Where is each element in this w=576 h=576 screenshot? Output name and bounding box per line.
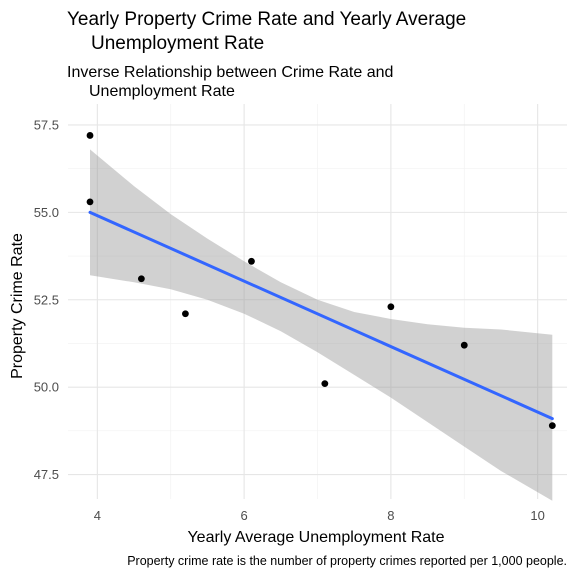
trend-line xyxy=(88,210,554,421)
y-axis-ticks: 47.5 50.0 52.5 55.0 57.5 xyxy=(34,117,59,482)
data-points xyxy=(86,132,556,429)
data-point xyxy=(137,275,145,283)
x-axis-title: Yearly Average Unemployment Rate xyxy=(187,529,444,546)
x-tick-label: 8 xyxy=(387,508,394,523)
confidence-band xyxy=(90,149,553,501)
chart-subtitle-line-2: Unemployment Rate xyxy=(89,83,235,100)
chart-subtitle-line-1: Inverse Relationship between Crime Rate … xyxy=(67,64,393,81)
data-point xyxy=(460,341,468,349)
y-axis-title: Property Crime Rate xyxy=(9,233,26,379)
chart-title-line-2: Unemployment Rate xyxy=(91,33,264,54)
y-tick-label: 50.0 xyxy=(34,380,59,395)
y-tick-label: 57.5 xyxy=(34,117,59,132)
y-tick-label: 47.5 xyxy=(34,467,59,482)
x-tick-label: 4 xyxy=(94,508,101,523)
y-tick-label: 52.5 xyxy=(34,292,59,307)
data-point xyxy=(321,380,329,388)
data-point xyxy=(248,257,255,265)
data-point xyxy=(86,132,94,139)
chart-title-line-1: Yearly Property Crime Rate and Yearly Av… xyxy=(67,9,466,30)
x-tick-label: 6 xyxy=(241,508,248,523)
chart-caption: Property crime rate is the number of pro… xyxy=(127,554,567,568)
data-point xyxy=(548,422,556,429)
y-tick-label: 55.0 xyxy=(34,205,59,220)
data-point xyxy=(387,303,395,311)
x-tick-label: 10 xyxy=(530,508,544,523)
data-point xyxy=(86,198,94,206)
x-axis-ticks: 4 6 8 10 xyxy=(94,508,545,523)
data-point xyxy=(182,310,189,318)
